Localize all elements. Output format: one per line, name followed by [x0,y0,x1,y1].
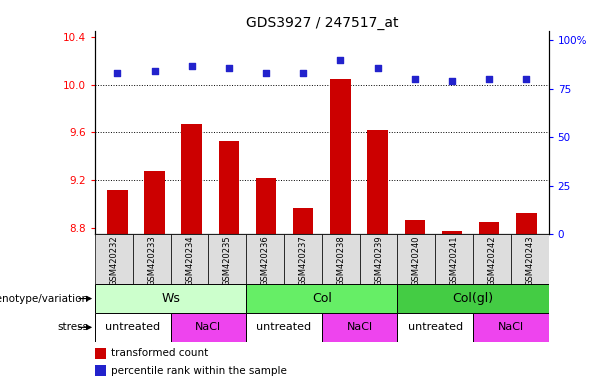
Text: GSM420241: GSM420241 [449,236,459,286]
Point [373,65,383,71]
Text: GSM420239: GSM420239 [374,236,383,286]
Text: GSM420240: GSM420240 [412,236,421,286]
Point [150,68,159,74]
Bar [322,313,397,342]
Point [261,70,271,76]
Bar [330,79,351,234]
Bar [208,234,246,284]
Bar [181,124,202,234]
Bar [284,234,322,284]
Text: GSM420233: GSM420233 [147,236,156,286]
Bar [293,208,313,234]
Point [224,65,234,71]
Text: NaCl: NaCl [346,322,373,333]
Point [522,76,531,82]
Bar [256,178,276,234]
Point [187,63,197,69]
Point [335,57,345,63]
Text: GSM420242: GSM420242 [487,236,497,286]
Bar [397,313,473,342]
Text: GSM420232: GSM420232 [109,236,118,286]
Point [299,70,308,76]
Text: GSM420234: GSM420234 [185,236,194,286]
Bar [397,284,549,313]
Bar [144,171,165,234]
Bar [516,213,536,234]
Point [410,76,420,82]
Text: GSM420238: GSM420238 [336,236,345,286]
Bar [170,313,246,342]
Bar [511,234,549,284]
Bar [95,365,107,376]
Text: genotype/variation: genotype/variation [0,293,89,304]
Point [112,70,122,76]
Text: untreated: untreated [256,322,311,333]
Text: Col: Col [312,292,332,305]
Bar [95,313,170,342]
Text: Ws: Ws [161,292,180,305]
Text: NaCl: NaCl [196,322,221,333]
Bar [246,284,397,313]
Text: transformed count: transformed count [111,348,208,358]
Bar [473,234,511,284]
Bar [322,234,360,284]
Text: GSM420235: GSM420235 [223,236,232,286]
Bar [442,231,462,234]
Text: untreated: untreated [408,322,463,333]
Title: GDS3927 / 247517_at: GDS3927 / 247517_at [246,16,398,30]
Bar [95,234,133,284]
Bar [246,234,284,284]
Bar [246,313,322,342]
Text: stress: stress [58,322,89,333]
Text: GSM420236: GSM420236 [261,236,270,286]
Bar [479,222,500,234]
Bar [95,284,246,313]
Text: untreated: untreated [105,322,161,333]
Bar [107,190,128,234]
Bar [367,130,388,234]
Text: Col(gl): Col(gl) [452,292,493,305]
Text: GSM420237: GSM420237 [299,236,308,286]
Point [484,76,494,82]
Bar [170,234,208,284]
Bar [219,141,239,234]
Text: NaCl: NaCl [498,322,524,333]
Bar [397,234,435,284]
Text: percentile rank within the sample: percentile rank within the sample [111,366,287,376]
Text: GSM420243: GSM420243 [525,236,535,286]
Bar [133,234,170,284]
Point [447,78,457,84]
Bar [405,220,425,234]
Bar [95,348,107,359]
Bar [473,313,549,342]
Bar [435,234,473,284]
Bar [360,234,397,284]
